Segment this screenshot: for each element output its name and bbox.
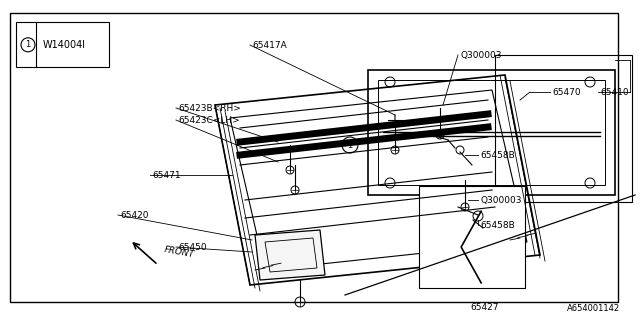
Text: A654001142: A654001142 bbox=[567, 304, 620, 313]
Text: 65417A: 65417A bbox=[252, 41, 287, 50]
Polygon shape bbox=[255, 230, 325, 280]
Bar bbox=[16, 22, 109, 67]
Text: Q300003: Q300003 bbox=[480, 196, 522, 204]
Text: 65458B: 65458B bbox=[480, 150, 515, 159]
Text: 65427: 65427 bbox=[470, 303, 499, 313]
Text: 1: 1 bbox=[26, 40, 31, 49]
Text: 65470: 65470 bbox=[552, 87, 580, 97]
Text: 65410: 65410 bbox=[600, 87, 628, 97]
Text: 65423B<RH>: 65423B<RH> bbox=[178, 103, 241, 113]
Text: 65471: 65471 bbox=[152, 171, 180, 180]
Text: 65423C<LH>: 65423C<LH> bbox=[178, 116, 240, 124]
Text: 1: 1 bbox=[348, 140, 353, 149]
Bar bbox=[419, 186, 525, 288]
Text: 65458B: 65458B bbox=[480, 220, 515, 229]
Text: Q300003: Q300003 bbox=[460, 51, 502, 60]
Text: 65450: 65450 bbox=[178, 243, 207, 252]
Text: 65420: 65420 bbox=[120, 211, 148, 220]
Text: FRONT: FRONT bbox=[163, 245, 195, 259]
Text: W14004l: W14004l bbox=[43, 40, 86, 50]
